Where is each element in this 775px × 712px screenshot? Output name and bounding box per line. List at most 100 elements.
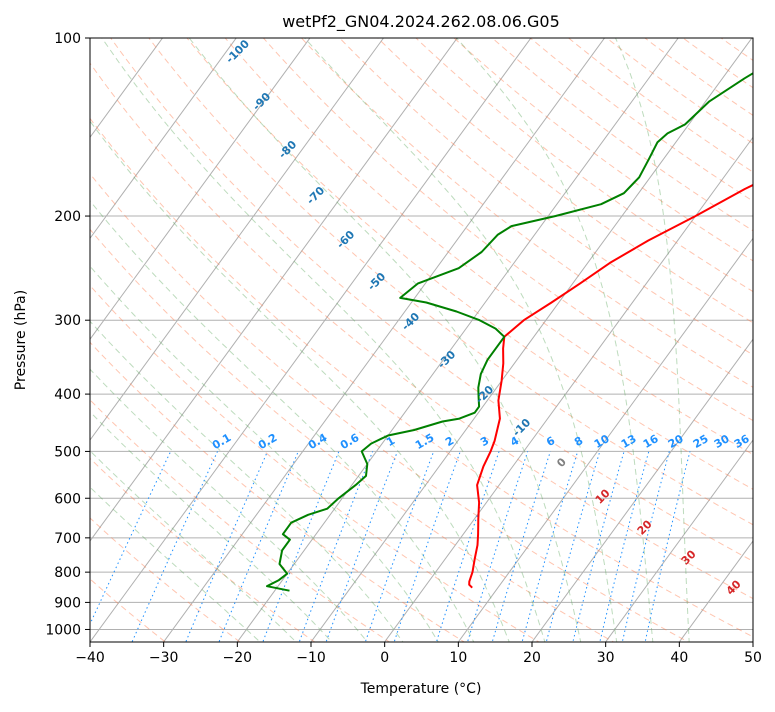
y-tick-label: 700 <box>54 531 81 547</box>
x-tick-label: 10 <box>449 650 467 666</box>
y-tick-label: 100 <box>54 31 81 47</box>
axes: −40 −30 −20 −10 0 10 20 30 40 5010020030040050060… <box>45 31 762 666</box>
dry-adiabat-line <box>529 38 753 202</box>
mixing-ratio-label: 1.5 <box>413 431 436 452</box>
dry-adiabat-line <box>567 38 753 173</box>
isotherm-line <box>90 38 532 642</box>
isotherm-line <box>678 540 753 642</box>
mixing-ratio-label: 36 <box>732 432 752 451</box>
isotherm-line <box>90 38 237 240</box>
dry-adiabat-line <box>415 38 753 293</box>
plot-frame <box>89 37 754 643</box>
isotherm-line <box>531 338 753 642</box>
mixing-ratio-label: 8 <box>572 434 585 449</box>
dry-adiabat-line <box>682 38 753 89</box>
y-tick-label: 500 <box>54 444 81 460</box>
isotherm-line <box>90 38 164 139</box>
inline-labels: -100-90-80-70-60-50-40-30-20-10010203040… <box>210 37 752 598</box>
dry-adiabat-line <box>90 173 690 642</box>
moist-adiabat-label: -100 <box>223 37 252 66</box>
isotherm-line <box>90 38 458 542</box>
dry-adiabat-label: 40 <box>724 577 744 597</box>
mixing-ratio-line <box>298 451 374 642</box>
mixing-ratio-line <box>185 451 268 642</box>
dry-adiabat-line <box>90 341 466 642</box>
mixing-ratio-label: 25 <box>691 432 711 451</box>
dry-adiabat-label: 30 <box>679 547 699 567</box>
mixing-ratio-line <box>545 451 601 642</box>
mixing-ratio-line <box>90 451 172 626</box>
moist-adiabat-line <box>614 38 690 642</box>
moist-adiabat-line <box>90 368 369 642</box>
mixing-ratio-line <box>262 451 340 642</box>
moist-adiabat-line <box>90 200 475 642</box>
mixing-ratio-label: 0.4 <box>306 431 330 452</box>
mixing-ratio-line <box>131 451 218 642</box>
mixing-ratio-label: 0.2 <box>256 431 279 452</box>
mixing-ratio-label: 3 <box>478 434 491 449</box>
mixing-ratio-line <box>467 451 529 642</box>
moist-adiabat-line <box>90 320 404 642</box>
dry-adiabat-line <box>90 284 540 642</box>
isotherm-line <box>604 439 753 642</box>
mixing-ratio-line <box>218 451 299 642</box>
isotherm-line <box>90 38 311 341</box>
isotherm-line <box>90 38 385 441</box>
moist-adiabat-label: -40 <box>399 310 422 333</box>
isotherm-line <box>457 237 753 642</box>
dry-adiabat-line <box>90 399 391 642</box>
dry-adiabat-line <box>90 228 615 642</box>
moist-adiabat-label: -70 <box>304 184 327 207</box>
dry-adiabat-line <box>605 38 753 145</box>
y-axis-label: Pressure (hPa) <box>13 290 29 390</box>
y-tick-label: 600 <box>54 491 81 507</box>
x-tick-label: 0 <box>380 650 389 666</box>
dry-adiabat-line <box>338 38 753 356</box>
moist-adiabat-label: 0 <box>554 455 569 470</box>
moist-adiabat-line <box>101 38 546 642</box>
isotherm-line <box>236 38 679 642</box>
dry-adiabat-line <box>491 38 753 232</box>
mixing-ratio-label: 6 <box>544 434 557 449</box>
dry-adiabat-line <box>90 517 241 642</box>
isotherm-line <box>752 641 753 642</box>
chart-title: wetPf2_GN04.2024.262.08.06.G05 <box>282 12 560 32</box>
mixing-ratio-line <box>599 451 650 642</box>
x-axis-label: Temperature (°C) <box>360 681 482 697</box>
x-tick-label: −40 <box>75 650 105 666</box>
x-tick-label: 20 <box>523 650 541 666</box>
isotherm-line <box>310 38 753 642</box>
x-tick-label: 40 <box>670 650 688 666</box>
mixing-ratio-line <box>644 451 691 642</box>
mixing-ratio-line <box>491 451 551 642</box>
x-tick-label: −20 <box>223 650 253 666</box>
dry-adiabat-line <box>453 38 753 262</box>
moist-adiabat-label: -30 <box>435 348 458 371</box>
dry-adiabat-line <box>90 62 753 600</box>
y-tick-label: 300 <box>54 313 81 329</box>
dry-adiabat-label: 10 <box>593 486 613 506</box>
mixing-ratio-label: 10 <box>592 432 612 451</box>
y-tick-label: 1000 <box>45 622 81 638</box>
x-tick-label: −30 <box>149 650 179 666</box>
mixing-ratio-line <box>621 451 670 642</box>
dewpoint-profile-line <box>266 72 753 592</box>
moist-adiabat-line <box>455 38 654 642</box>
moist-adiabat-line <box>90 265 439 642</box>
x-tick-label: 30 <box>597 650 615 666</box>
dry-adiabat-line <box>224 38 753 456</box>
mixing-ratio-label: 1 <box>384 434 397 449</box>
mixing-ratio-label: 0.6 <box>338 431 362 452</box>
dry-adiabat-line <box>262 38 753 422</box>
dry-adiabat-line <box>110 38 753 562</box>
dry-adiabat-line <box>377 38 753 324</box>
mixing-ratio-line <box>572 451 625 642</box>
y-tick-label: 200 <box>54 209 81 225</box>
x-tick-label: −10 <box>296 650 326 666</box>
mixing-ratio-label: 30 <box>712 432 732 451</box>
x-tick-label: 50 <box>744 650 762 666</box>
isotherm-line <box>383 136 753 642</box>
moist-adiabat-line <box>188 38 582 642</box>
background-lines <box>90 38 753 642</box>
